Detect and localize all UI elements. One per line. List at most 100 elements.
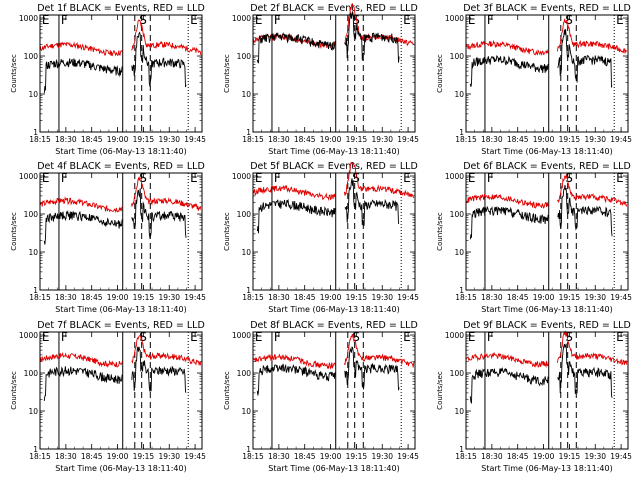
marker-label-s: S [565, 171, 573, 185]
lld-series-line [252, 184, 336, 202]
marker-label-e: E [403, 330, 411, 344]
marker-label-e: E [42, 171, 50, 185]
y-tick-label: 10 [241, 407, 251, 416]
lld-series-line [465, 193, 549, 209]
lld-series-line [39, 351, 123, 368]
x-tick-label: 19:45 [184, 452, 206, 461]
y-axis-label: Counts/sec [10, 54, 18, 93]
marker-label-e: E [468, 171, 476, 185]
plot-frame [39, 331, 203, 450]
marker-label-e: E [468, 330, 476, 344]
x-tick-label: 18:30 [481, 135, 503, 144]
x-tick-label: 19:30 [371, 293, 393, 302]
x-tick-label: 18:30 [268, 452, 290, 461]
x-tick-label: 18:15 [455, 135, 477, 144]
events-series-line [469, 366, 549, 404]
events-series-line [344, 11, 400, 63]
x-tick-label: 19:15 [559, 135, 581, 144]
y-tick-label: 1 [246, 128, 251, 137]
y-tick-label: 10 [28, 90, 38, 99]
x-tick-label: 18:45 [507, 135, 529, 144]
events-series-line [557, 343, 613, 398]
x-tick-label: 18:30 [481, 293, 503, 302]
marker-label-s: S [565, 13, 573, 27]
lld-series-line [130, 176, 202, 211]
x-tick-label: 19:15 [133, 135, 155, 144]
x-tick-label: 18:15 [29, 135, 51, 144]
events-series-line [256, 31, 336, 64]
panel-6: Det 6f BLACK = Events, RED = LLD Counts/s… [436, 161, 632, 314]
x-tick-label: 19:15 [133, 293, 155, 302]
panel-5: Det 5f BLACK = Events, RED = LLD Counts/s… [223, 161, 419, 314]
marker-label-e: E [255, 330, 263, 344]
y-tick-label: 1000 [19, 331, 38, 340]
x-tick-label: 19:00 [107, 293, 129, 302]
y-tick-label: 100 [24, 210, 39, 219]
marker-label-f: F [61, 171, 68, 185]
x-tick-label: 19:30 [584, 135, 606, 144]
y-tick-label: 10 [241, 248, 251, 257]
y-axis-label: Counts/sec [436, 212, 444, 251]
x-tick-label: 18:15 [29, 293, 51, 302]
y-axis-label: Counts/sec [223, 212, 231, 251]
panel-title: Det 2f BLACK = Events, RED = LLD [250, 3, 418, 14]
marker-label-s: S [352, 330, 360, 344]
lld-series-line [252, 353, 336, 370]
marker-label-s: S [352, 171, 360, 185]
y-tick-label: 100 [450, 52, 465, 61]
lld-series-line [556, 330, 628, 366]
marker-label-f: F [61, 13, 68, 27]
x-tick-label: 19:00 [533, 452, 555, 461]
panel-4: Det 4f BLACK = Events, RED = LLD Counts/s… [10, 161, 206, 314]
y-tick-label: 10 [454, 248, 464, 257]
panel-title: Det 3f BLACK = Events, RED = LLD [463, 3, 631, 14]
x-tick-label: 18:30 [55, 293, 77, 302]
plot-frame [252, 331, 416, 450]
x-tick-label: 19:15 [559, 452, 581, 461]
x-tick-label: 19:45 [184, 293, 206, 302]
y-tick-label: 1 [459, 128, 464, 137]
events-series-line [131, 188, 187, 240]
panel-3: Det 3f BLACK = Events, RED = LLD Counts/s… [436, 3, 632, 156]
plot-frame [252, 172, 416, 291]
x-axis-label: Start Time (06-May-13 18:11:40) [55, 147, 186, 156]
events-series-line [43, 58, 123, 94]
y-tick-label: 1 [459, 445, 464, 454]
x-tick-label: 19:45 [610, 135, 632, 144]
lld-series-line [557, 174, 628, 208]
lld-series-line [344, 2, 415, 47]
x-tick-label: 19:45 [397, 135, 419, 144]
x-tick-label: 19:45 [397, 293, 419, 302]
events-series-line [43, 209, 123, 245]
y-axis-label: Counts/sec [10, 371, 18, 410]
x-tick-label: 18:45 [294, 293, 316, 302]
x-tick-label: 19:15 [346, 135, 368, 144]
events-series-line [557, 184, 613, 237]
y-tick-label: 1 [246, 286, 251, 295]
y-tick-label: 100 [237, 369, 252, 378]
x-tick-label: 18:15 [242, 293, 264, 302]
plot-frame [39, 14, 203, 133]
panel-2: Det 2f BLACK = Events, RED = LLD Counts/s… [223, 2, 419, 156]
plot-frame [465, 331, 629, 450]
marker-label-e: E [468, 13, 476, 27]
lld-series-line [465, 39, 549, 56]
panel-title: Det 7f BLACK = Events, RED = LLD [37, 320, 205, 331]
y-tick-label: 10 [454, 407, 464, 416]
events-series-line [131, 346, 187, 393]
x-tick-label: 19:15 [559, 293, 581, 302]
x-axis-label: Start Time (06-May-13 18:11:40) [481, 147, 612, 156]
marker-label-e: E [403, 171, 411, 185]
y-tick-label: 1 [33, 128, 38, 137]
x-tick-label: 19:45 [397, 452, 419, 461]
plot-frame [39, 172, 203, 291]
marker-label-e: E [255, 13, 263, 27]
x-tick-label: 19:00 [533, 135, 555, 144]
x-axis-label: Start Time (06-May-13 18:11:40) [55, 305, 186, 314]
y-tick-label: 1000 [232, 172, 251, 181]
y-tick-label: 1 [33, 445, 38, 454]
panel-title: Det 6f BLACK = Events, RED = LLD [463, 161, 631, 172]
y-tick-label: 1000 [445, 331, 464, 340]
x-tick-label: 19:30 [584, 293, 606, 302]
